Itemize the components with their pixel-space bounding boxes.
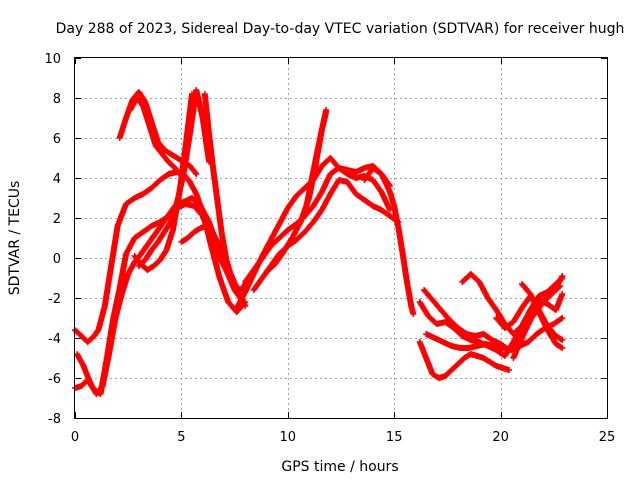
chart-title: Day 288 of 2023, Sidereal Day-to-day VTE…: [56, 21, 625, 37]
y-tick-labels: -8 -6 -4 -2 0 2 4 6 8 10: [44, 52, 61, 427]
x-tick-label: 10: [280, 430, 297, 445]
series-arc-7: [135, 87, 213, 269]
data-points: [72, 87, 566, 397]
plus-markers: [518, 281, 566, 351]
series-arc-15: [361, 165, 417, 317]
series-arc-16: [416, 339, 513, 381]
y-tick-label: 0: [53, 252, 61, 267]
series-arc-23: [518, 281, 566, 351]
x-tick-labels: 0 5 10 15 20 25: [71, 430, 615, 445]
y-tick-label: -8: [48, 412, 61, 427]
x-tick-label: 20: [492, 430, 509, 445]
plus-markers: [127, 95, 185, 179]
y-tick-label: -4: [48, 332, 61, 347]
plus-markers: [301, 107, 330, 217]
plus-markers: [361, 165, 417, 317]
series-arc-14: [301, 107, 330, 217]
x-axis-label: GPS time / hours: [281, 459, 398, 475]
x-tick-label: 25: [599, 430, 616, 445]
series-arc-5: [127, 95, 185, 179]
plus-markers: [135, 87, 213, 269]
y-tick-label: 4: [53, 172, 61, 187]
plot-border: [74, 57, 608, 419]
y-tick-label: 6: [53, 132, 61, 147]
x-tick-label: 15: [386, 430, 403, 445]
y-tick-label: 2: [53, 212, 61, 227]
y-tick-label: -2: [48, 292, 61, 307]
x-tick-label: 0: [71, 430, 79, 445]
y-tick-label: 8: [53, 92, 61, 107]
series-arc-9: [201, 91, 251, 293]
x-tick-label: 5: [177, 430, 185, 445]
y-axis-label: SDTVAR / TECUs: [7, 181, 23, 296]
y-tick-label: 10: [44, 52, 61, 67]
plus-markers: [416, 339, 513, 381]
tick-marks: [75, 58, 608, 419]
plus-markers: [201, 91, 251, 293]
y-tick-label: -6: [48, 372, 61, 387]
